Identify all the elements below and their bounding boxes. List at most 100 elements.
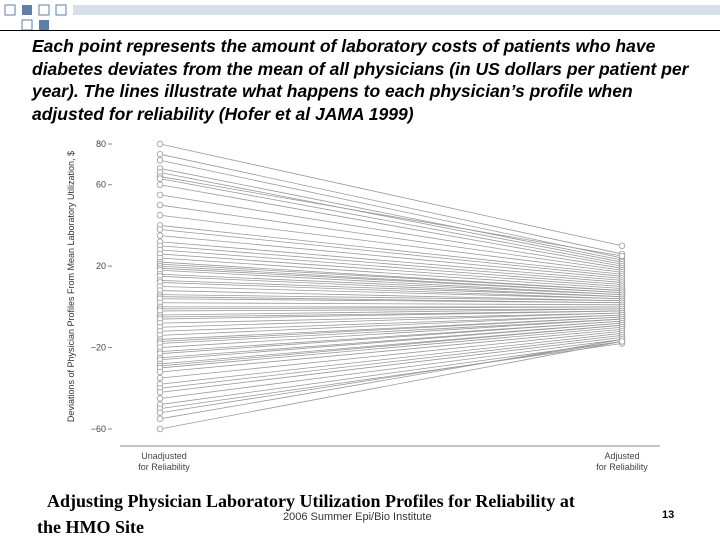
series-line bbox=[159, 282, 623, 300]
deco-bar bbox=[73, 5, 720, 15]
data-point-unadjusted bbox=[156, 368, 164, 376]
data-point-unadjusted bbox=[156, 409, 164, 416]
series-line bbox=[159, 326, 623, 369]
series-line bbox=[159, 159, 623, 259]
x-tick-label: for Reliability bbox=[596, 462, 648, 472]
data-point-unadjusted bbox=[156, 425, 164, 433]
series-line bbox=[159, 168, 623, 261]
decorative-squares bbox=[4, 4, 720, 30]
series-line bbox=[159, 273, 623, 296]
source-title-line-1: Adjusting Physician Laboratory Utilizati… bbox=[47, 491, 575, 511]
series-line bbox=[159, 310, 623, 320]
data-point-unadjusted bbox=[156, 212, 164, 219]
series-line bbox=[159, 318, 623, 344]
y-tick-label: 20 bbox=[96, 261, 106, 271]
series-line bbox=[159, 294, 623, 302]
series-line bbox=[159, 257, 623, 289]
series-line bbox=[159, 263, 623, 291]
series-line bbox=[159, 343, 623, 410]
series-line bbox=[159, 318, 623, 348]
series-line bbox=[159, 314, 623, 332]
series-line bbox=[159, 306, 623, 310]
deco-square bbox=[21, 19, 33, 30]
data-point-unadjusted bbox=[156, 157, 164, 164]
data-point-adjusted bbox=[618, 338, 626, 345]
series-line bbox=[159, 324, 623, 367]
series-line bbox=[159, 290, 623, 302]
deco-square bbox=[38, 4, 50, 16]
x-tick-label: for Reliability bbox=[138, 462, 190, 472]
series-line bbox=[159, 172, 623, 263]
x-tick-label: Unadjusted bbox=[141, 451, 187, 461]
series-line bbox=[159, 302, 623, 306]
data-point-unadjusted bbox=[156, 389, 164, 396]
series-line bbox=[159, 314, 623, 336]
series-line bbox=[159, 312, 623, 324]
series-line bbox=[159, 249, 623, 285]
y-tick-label: 60 bbox=[96, 180, 106, 190]
data-point-unadjusted bbox=[156, 415, 164, 423]
data-point-unadjusted bbox=[156, 181, 164, 188]
x-tick-label: Adjusted bbox=[604, 451, 639, 461]
series-line bbox=[159, 341, 623, 405]
deco-square bbox=[4, 4, 16, 16]
footer-text: 2006 Summer Epi/Bio Institute bbox=[283, 511, 432, 523]
series-line bbox=[159, 334, 623, 389]
series-line bbox=[159, 312, 623, 328]
deco-square bbox=[55, 4, 67, 16]
data-point-unadjusted bbox=[156, 374, 164, 382]
deco-square bbox=[22, 5, 32, 15]
source-title: Adjusting Physician Laboratory Utilizati… bbox=[37, 488, 667, 540]
series-line bbox=[159, 267, 623, 294]
series-line bbox=[159, 269, 623, 296]
slide-caption: Each point represents the amount of labo… bbox=[32, 36, 689, 124]
series-line bbox=[159, 341, 623, 414]
series-line bbox=[159, 235, 623, 279]
header-rule bbox=[0, 30, 720, 31]
series-line bbox=[159, 322, 623, 361]
series-line bbox=[159, 308, 623, 312]
data-point-unadjusted bbox=[156, 201, 164, 209]
series-line bbox=[159, 143, 623, 247]
y-tick-label: −20 bbox=[91, 343, 106, 353]
series-line bbox=[159, 225, 623, 275]
y-axis-label: Deviations of Physician Profiles From Me… bbox=[66, 151, 76, 422]
series-line bbox=[159, 339, 623, 420]
series-line bbox=[159, 229, 623, 277]
data-point-adjusted bbox=[618, 242, 626, 249]
data-point-unadjusted bbox=[156, 232, 164, 239]
series-line bbox=[159, 339, 623, 399]
slide-number: 13 bbox=[662, 509, 675, 521]
source-title-line-2: the HMO Site bbox=[37, 517, 144, 537]
series-line bbox=[159, 279, 623, 298]
series-line bbox=[159, 308, 623, 316]
physician-profile-chart: Deviations of Physician Profiles From Me… bbox=[66, 139, 660, 472]
series-line bbox=[159, 320, 623, 355]
series-line bbox=[159, 316, 623, 342]
series-line bbox=[159, 286, 623, 300]
series-line bbox=[159, 245, 623, 283]
series-line bbox=[159, 194, 623, 269]
data-point-unadjusted bbox=[156, 191, 164, 199]
series-line bbox=[159, 153, 623, 255]
deco-square bbox=[39, 20, 49, 30]
data-point-unadjusted bbox=[156, 150, 164, 158]
series-line bbox=[159, 328, 623, 373]
y-tick-label: 80 bbox=[96, 139, 106, 149]
series-line bbox=[159, 341, 623, 430]
data-point-unadjusted bbox=[156, 140, 164, 148]
series-line bbox=[159, 253, 623, 287]
series-line bbox=[159, 298, 623, 304]
data-point-unadjusted bbox=[156, 395, 164, 402]
data-point-unadjusted bbox=[156, 175, 164, 182]
data-point-adjusted bbox=[618, 252, 626, 260]
y-tick-label: −60 bbox=[91, 424, 106, 434]
series-line bbox=[159, 176, 623, 257]
data-point-unadjusted bbox=[156, 226, 164, 233]
series-line bbox=[159, 204, 623, 271]
series-line bbox=[159, 275, 623, 298]
series-line bbox=[159, 178, 623, 265]
series-line bbox=[159, 241, 623, 281]
series-line bbox=[159, 214, 623, 273]
series-line bbox=[159, 330, 623, 379]
